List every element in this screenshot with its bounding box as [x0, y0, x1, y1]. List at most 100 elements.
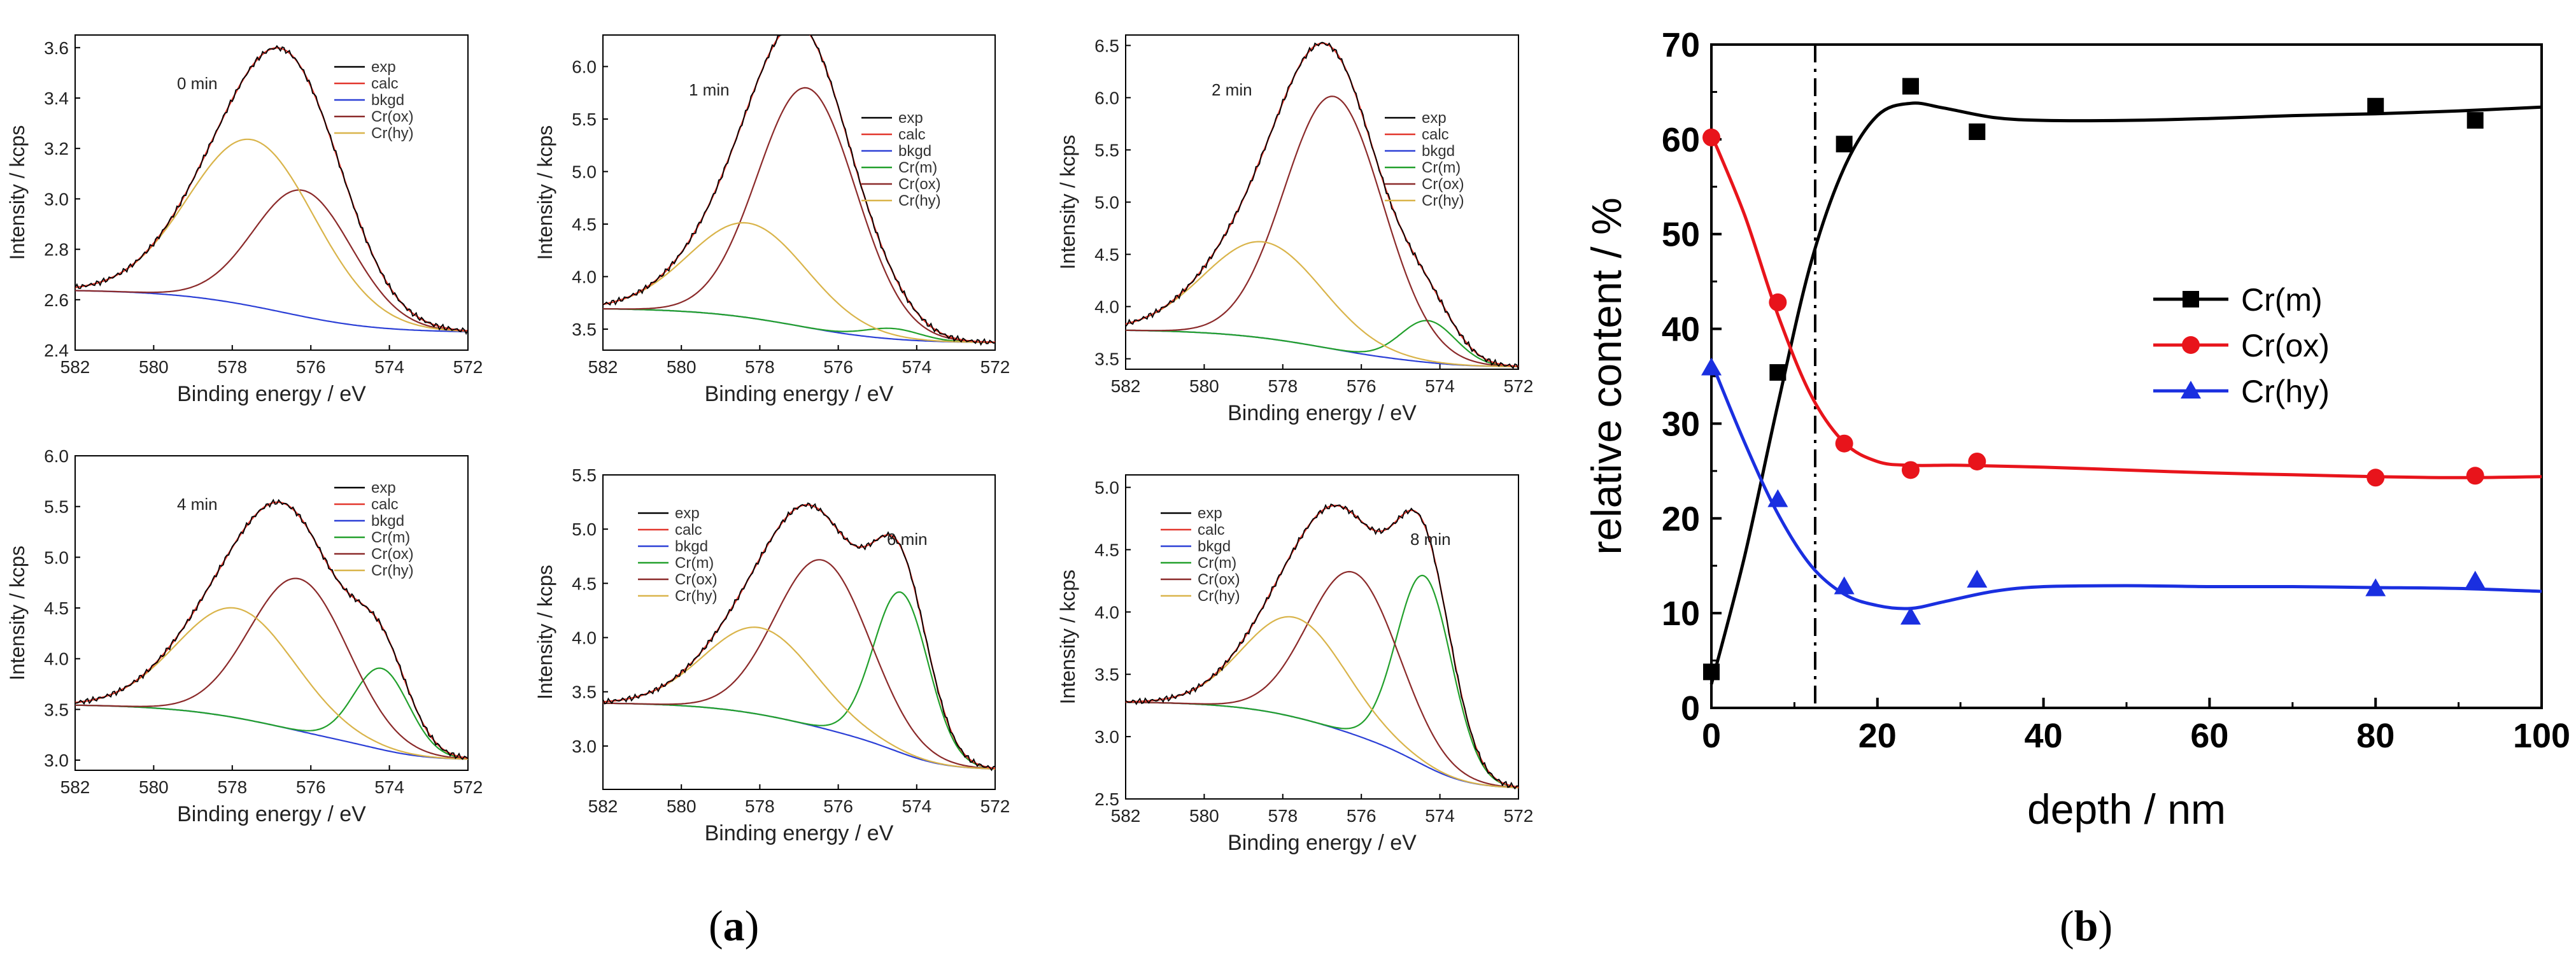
y-axis-label: Intensity / kcps	[534, 125, 556, 260]
x-tick-label: 574	[902, 357, 931, 377]
x-tick-label: 582	[60, 777, 90, 797]
x-tick-label: 578	[1268, 376, 1298, 396]
legend-label-calc: calc	[675, 521, 702, 539]
x-tick-label: 578	[1268, 806, 1298, 826]
x-tick-label: 580	[1189, 376, 1219, 396]
x-tick-label: 580	[667, 796, 697, 816]
y-tick-label: 3.5	[1094, 665, 1119, 684]
legend-marker-cr-hy	[2181, 381, 2201, 399]
x-tick-label: 574	[1425, 806, 1455, 826]
y-tick-label: 6.0	[44, 446, 69, 466]
legend-label-cr-m: Cr(m)	[371, 529, 410, 546]
cr-hy-fit-line	[1709, 361, 2542, 611]
y-tick-label: 0	[1681, 689, 1700, 728]
curves	[1126, 41, 1518, 369]
cr-ox-point	[1769, 293, 1787, 311]
cr-hy-point	[1767, 489, 1788, 507]
y-tick-label: 30	[1662, 405, 1700, 443]
legend-label-cr-hy: Cr(hy)	[2241, 374, 2330, 409]
y-axis-label: Intensity / kcps	[6, 546, 29, 681]
x-tick-label: 574	[1425, 376, 1455, 396]
cr-hy-component-curve	[603, 626, 995, 770]
x-tick-label: 572	[453, 357, 483, 377]
cr-ox-point	[2367, 469, 2385, 487]
y-tick-label: 40	[1662, 311, 1700, 349]
x-tick-label: 582	[588, 796, 618, 816]
y-tick-label: 2.4	[44, 341, 69, 360]
curves	[75, 498, 468, 760]
legend-label-cr-m: Cr(m)	[2241, 282, 2323, 318]
x-axis-label: Binding energy / eV	[177, 802, 366, 826]
y-tick-label: 3.0	[44, 189, 69, 209]
caption-a-letter: a	[723, 901, 745, 950]
legend-label-cr-ox: Cr(ox)	[371, 108, 414, 125]
legend-label-cr-hy: Cr(hy)	[371, 125, 414, 142]
y-tick-label: 60	[1662, 121, 1700, 159]
x-axis-label: Binding energy / eV	[1228, 401, 1417, 425]
x-tick-label: 572	[1504, 376, 1534, 396]
cr-hy-component-curve	[75, 607, 468, 760]
cr-m-point	[1969, 123, 1986, 140]
legend-label-exp: exp	[371, 479, 396, 497]
cr-hy-component-curve	[1126, 616, 1518, 789]
y-tick-label: 3.5	[44, 700, 69, 719]
cr-hy-point	[1834, 576, 1855, 595]
y-tick-label: 5.0	[44, 547, 69, 567]
x-tick-label: 580	[139, 777, 169, 797]
y-tick-label: 5.5	[44, 497, 69, 517]
cr-hy-point	[2365, 578, 2386, 596]
plot-frame	[1125, 474, 1519, 800]
legend-label-cr-hy: Cr(hy)	[1422, 192, 1464, 209]
legend-marker-cr-m	[2183, 291, 2199, 307]
cr-m-point	[1769, 364, 1787, 381]
y-tick-label: 5.0	[572, 519, 597, 539]
caption-b-close: )	[2098, 901, 2113, 950]
series-cr-hy	[1701, 357, 2542, 625]
x-tick-label: 574	[902, 796, 931, 816]
y-tick-label: 4.5	[1094, 540, 1119, 560]
cr-m-component-curve	[75, 667, 468, 759]
y-tick-label: 4.5	[1094, 245, 1119, 265]
x-tick-label: 582	[588, 357, 618, 377]
plot-frame	[74, 34, 469, 351]
y-tick-label: 6.0	[1094, 88, 1119, 108]
caption-b-open: (	[2060, 901, 2074, 950]
cr-ox-point	[1835, 434, 1853, 453]
legend-label-cr-ox: Cr(ox)	[898, 176, 941, 193]
y-tick-label: 5.5	[1094, 140, 1119, 160]
plot-frame	[1710, 43, 2543, 709]
cr-hy-point	[2465, 570, 2486, 589]
x-tick-label: 100	[2513, 717, 2570, 755]
cr-hy-component-curve	[603, 222, 995, 343]
calc-curve	[1126, 504, 1518, 788]
y-tick-label: 70	[1662, 26, 1700, 64]
x-tick-label: 582	[1111, 806, 1141, 826]
y-tick-label: 3.5	[572, 320, 597, 339]
x-tick-label: 580	[1189, 806, 1219, 826]
x-axis-label: Binding energy / eV	[705, 821, 894, 845]
cr-m-component-curve	[1126, 320, 1518, 367]
plot-frame	[602, 474, 996, 790]
legend-label-exp: exp	[1422, 109, 1447, 127]
y-axis-label: Intensity / kcps	[6, 125, 29, 260]
curves	[603, 35, 995, 346]
legend-marker-cr-ox	[2182, 336, 2200, 354]
y-tick-label: 6.5	[1094, 36, 1119, 55]
caption-a-open: (	[709, 901, 723, 950]
cr-m-point	[1836, 136, 1853, 153]
y-tick-label: 4.5	[572, 574, 597, 593]
y-tick-label: 50	[1662, 216, 1700, 254]
legend-label-cr-m: Cr(m)	[1422, 159, 1461, 176]
time-label: 8 min	[1410, 530, 1451, 549]
cr-hy-point	[1967, 570, 1988, 588]
legend-label-cr-hy: Cr(hy)	[1198, 588, 1240, 605]
plot-frame	[74, 455, 469, 771]
spectrum-panel-1-min: 582 580 578 576 574 572 3.5 4.0 4.5 5.0 5.5 6.0 Bind…	[534, 34, 1010, 406]
y-tick-label: 3.4	[44, 88, 69, 108]
legend-label-exp: exp	[675, 505, 700, 522]
cr-m-component-curve	[603, 591, 995, 770]
curves	[603, 502, 995, 772]
legend: Cr(m) Cr(ox) Cr(hy)	[2153, 282, 2330, 409]
